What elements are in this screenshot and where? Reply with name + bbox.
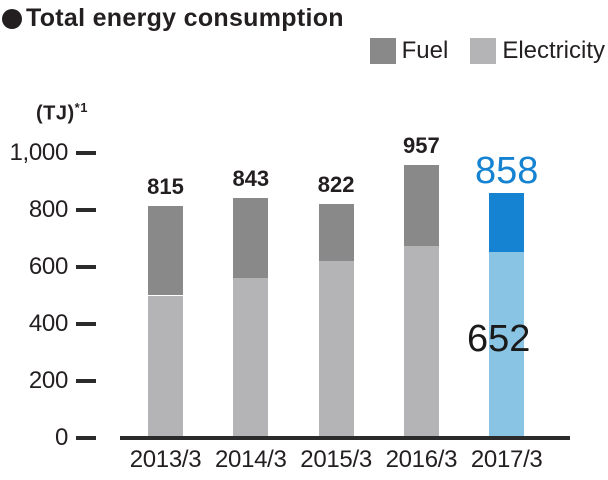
y-axis-tick-label: 400 xyxy=(28,310,68,337)
y-axis-tick-mark xyxy=(76,436,96,440)
legend-label-fuel: Fuel xyxy=(401,37,449,64)
y-axis-tick-label: 0 xyxy=(54,424,68,451)
bar-2015-3-fuel-segment xyxy=(318,203,354,262)
y-axis-tick-mark xyxy=(76,208,96,212)
y-axis-tick-mark xyxy=(76,322,96,326)
y-axis-unit-text: (TJ) xyxy=(36,102,75,125)
chart-title-text: Total energy consumption xyxy=(26,4,344,32)
y-axis-tick-mark xyxy=(76,379,96,383)
bullet-icon xyxy=(2,8,22,29)
legend: Fuel Electricity xyxy=(369,37,605,65)
bar-2013-3-electricity-segment xyxy=(148,295,183,438)
bar-2017-3-electricity-segment xyxy=(489,252,525,438)
bar-2014-3-electricity-segment xyxy=(233,278,269,438)
bar-2013-3-fuel-segment xyxy=(148,205,183,296)
bar-2014-3-fuel-segment xyxy=(233,197,269,279)
y-axis-tick-label: 800 xyxy=(28,196,68,223)
bar-total-label-2015-3: 822 xyxy=(317,171,355,197)
electricity-value-label: 652 xyxy=(466,318,531,360)
legend-item-electricity: Electricity xyxy=(470,37,605,65)
fuel-swatch-icon xyxy=(369,38,396,64)
y-axis-tick-label: 1,000 xyxy=(9,139,68,166)
legend-item-fuel: Fuel xyxy=(369,37,449,65)
y-axis-unit-note: *1 xyxy=(74,100,88,115)
bar-total-label-2013-3: 815 xyxy=(147,173,184,199)
chart-title: Total energy consumption xyxy=(2,4,344,33)
y-axis-unit: (TJ)*1 xyxy=(36,100,88,126)
bar-total-label-2016-3: 957 xyxy=(403,133,440,159)
bar-2017-3-fuel-segment xyxy=(489,193,525,253)
y-axis-tick-mark xyxy=(76,151,96,155)
bar-2015-3-electricity-segment xyxy=(318,261,354,438)
x-axis-label-2015-3: 2015/3 xyxy=(300,446,372,473)
bar-total-label-2014-3: 843 xyxy=(232,165,270,191)
x-axis-label-2014-3: 2014/3 xyxy=(214,446,287,473)
y-axis-tick-label: 600 xyxy=(28,253,68,280)
x-axis-line xyxy=(120,436,570,440)
electricity-swatch-icon xyxy=(470,38,497,64)
y-axis-tick-mark xyxy=(76,265,96,269)
bar-total-label-2017-3: 858 xyxy=(474,150,539,193)
x-axis-label-2013-3: 2013/3 xyxy=(129,446,202,473)
legend-label-electricity: Electricity xyxy=(502,37,605,64)
bar-2016-3-fuel-segment xyxy=(403,165,439,246)
x-axis-label-2017-3: 2017/3 xyxy=(470,446,543,473)
y-axis-tick-label: 200 xyxy=(28,367,68,394)
bar-2016-3-electricity-segment xyxy=(403,245,439,438)
x-axis-label-2016-3: 2016/3 xyxy=(385,446,458,473)
